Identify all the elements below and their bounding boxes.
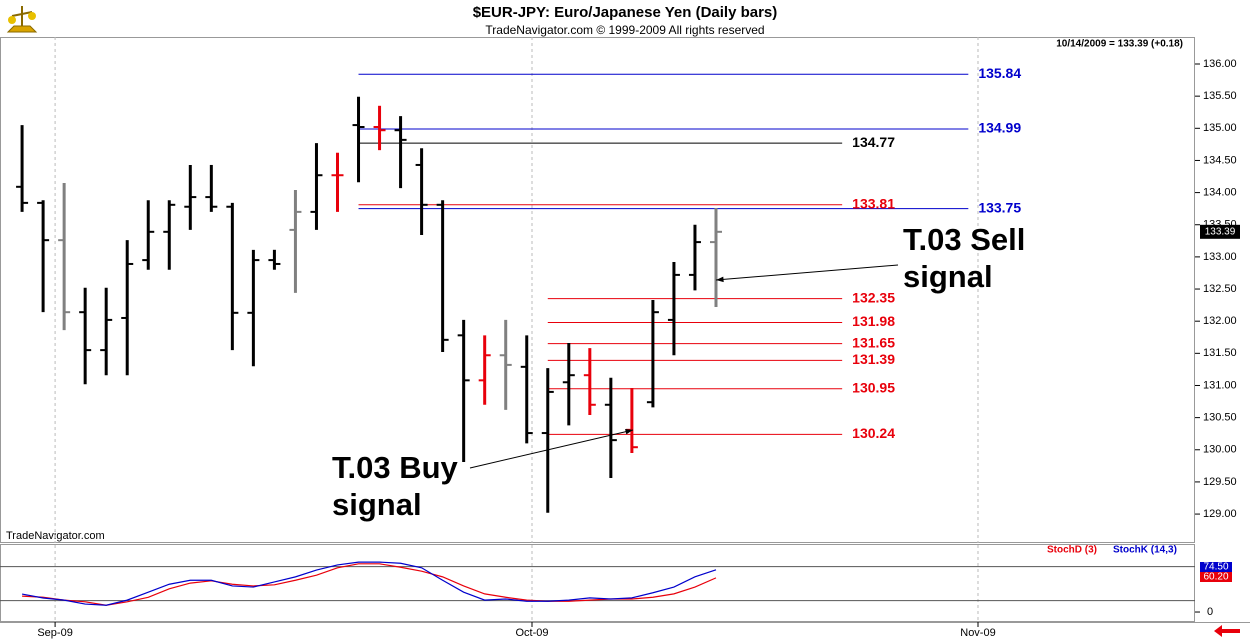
stoch-line	[22, 563, 717, 606]
legend-entry: StochK (14,3)	[1113, 545, 1177, 556]
level-label: 134.77	[852, 134, 895, 150]
level-label: 130.24	[852, 425, 895, 441]
level-label: 133.81	[852, 196, 895, 212]
annotation-text: signal	[903, 259, 993, 294]
level-label: 133.75	[978, 199, 1021, 215]
level-label: 131.65	[852, 334, 895, 350]
y-tick-label: 131.50	[1203, 347, 1237, 359]
annotation-arrow	[715, 264, 899, 281]
last-price-box	[1200, 224, 1240, 239]
level-label: 132.35	[852, 289, 895, 305]
x-tick-label: Oct-09	[515, 627, 548, 639]
y-tick-label: 0	[1207, 606, 1213, 618]
y-tick-label: 132.50	[1203, 283, 1237, 295]
y-tick-label: 130.00	[1203, 444, 1237, 456]
y-tick-label: 135.00	[1203, 122, 1237, 134]
last-price-label: 133.39	[1205, 226, 1236, 237]
level-label: 131.98	[852, 313, 895, 329]
legend-entry: StochD (3)	[1047, 545, 1097, 556]
y-tick-label: 133.00	[1203, 251, 1237, 263]
level-label: 130.95	[852, 379, 895, 395]
value-label-box	[1200, 572, 1232, 582]
y-tick-label: 130.50	[1203, 412, 1237, 424]
y-tick-label: 129.50	[1203, 476, 1237, 488]
price-frame	[0, 37, 1195, 543]
header-info: 10/14/2009 = 133.39 (+0.18)	[1056, 39, 1183, 50]
logo-icon	[6, 6, 38, 33]
y-tick-label: 131.00	[1203, 379, 1237, 391]
annotation-text: T.03 Buy	[332, 450, 459, 485]
level-label: 134.99	[978, 120, 1021, 136]
stoch-frame	[0, 544, 1195, 622]
x-tick-label: Sep-09	[37, 627, 72, 639]
arrow-head	[625, 429, 633, 435]
scroll-arrow[interactable]	[1214, 625, 1240, 637]
y-tick-label: 134.50	[1203, 154, 1237, 166]
x-tick-label: Nov-09	[960, 627, 995, 639]
stoch-line	[21, 561, 717, 606]
y-tick-label: 136.00	[1203, 58, 1237, 70]
y-tick-label: 129.00	[1203, 508, 1237, 520]
value-label-box	[1200, 562, 1232, 572]
y-tick-label: 132.00	[1203, 315, 1237, 327]
annotation-arrow	[469, 429, 634, 469]
y-tick-label: 135.50	[1203, 90, 1237, 102]
value-label: 60.20	[1203, 572, 1228, 583]
annotation-text: signal	[332, 487, 422, 522]
chart-subtitle: TradeNavigator.com © 1999-2009 All right…	[485, 23, 764, 37]
arrow-head	[716, 276, 724, 283]
level-label: 131.39	[852, 351, 895, 367]
value-label: 74.50	[1203, 562, 1228, 573]
y-tick-label: 134.00	[1203, 186, 1237, 198]
chart-title: $EUR-JPY: Euro/Japanese Yen (Daily bars)	[473, 4, 778, 21]
annotation-text: T.03 Sell	[903, 222, 1025, 257]
level-label: 135.84	[978, 65, 1021, 81]
